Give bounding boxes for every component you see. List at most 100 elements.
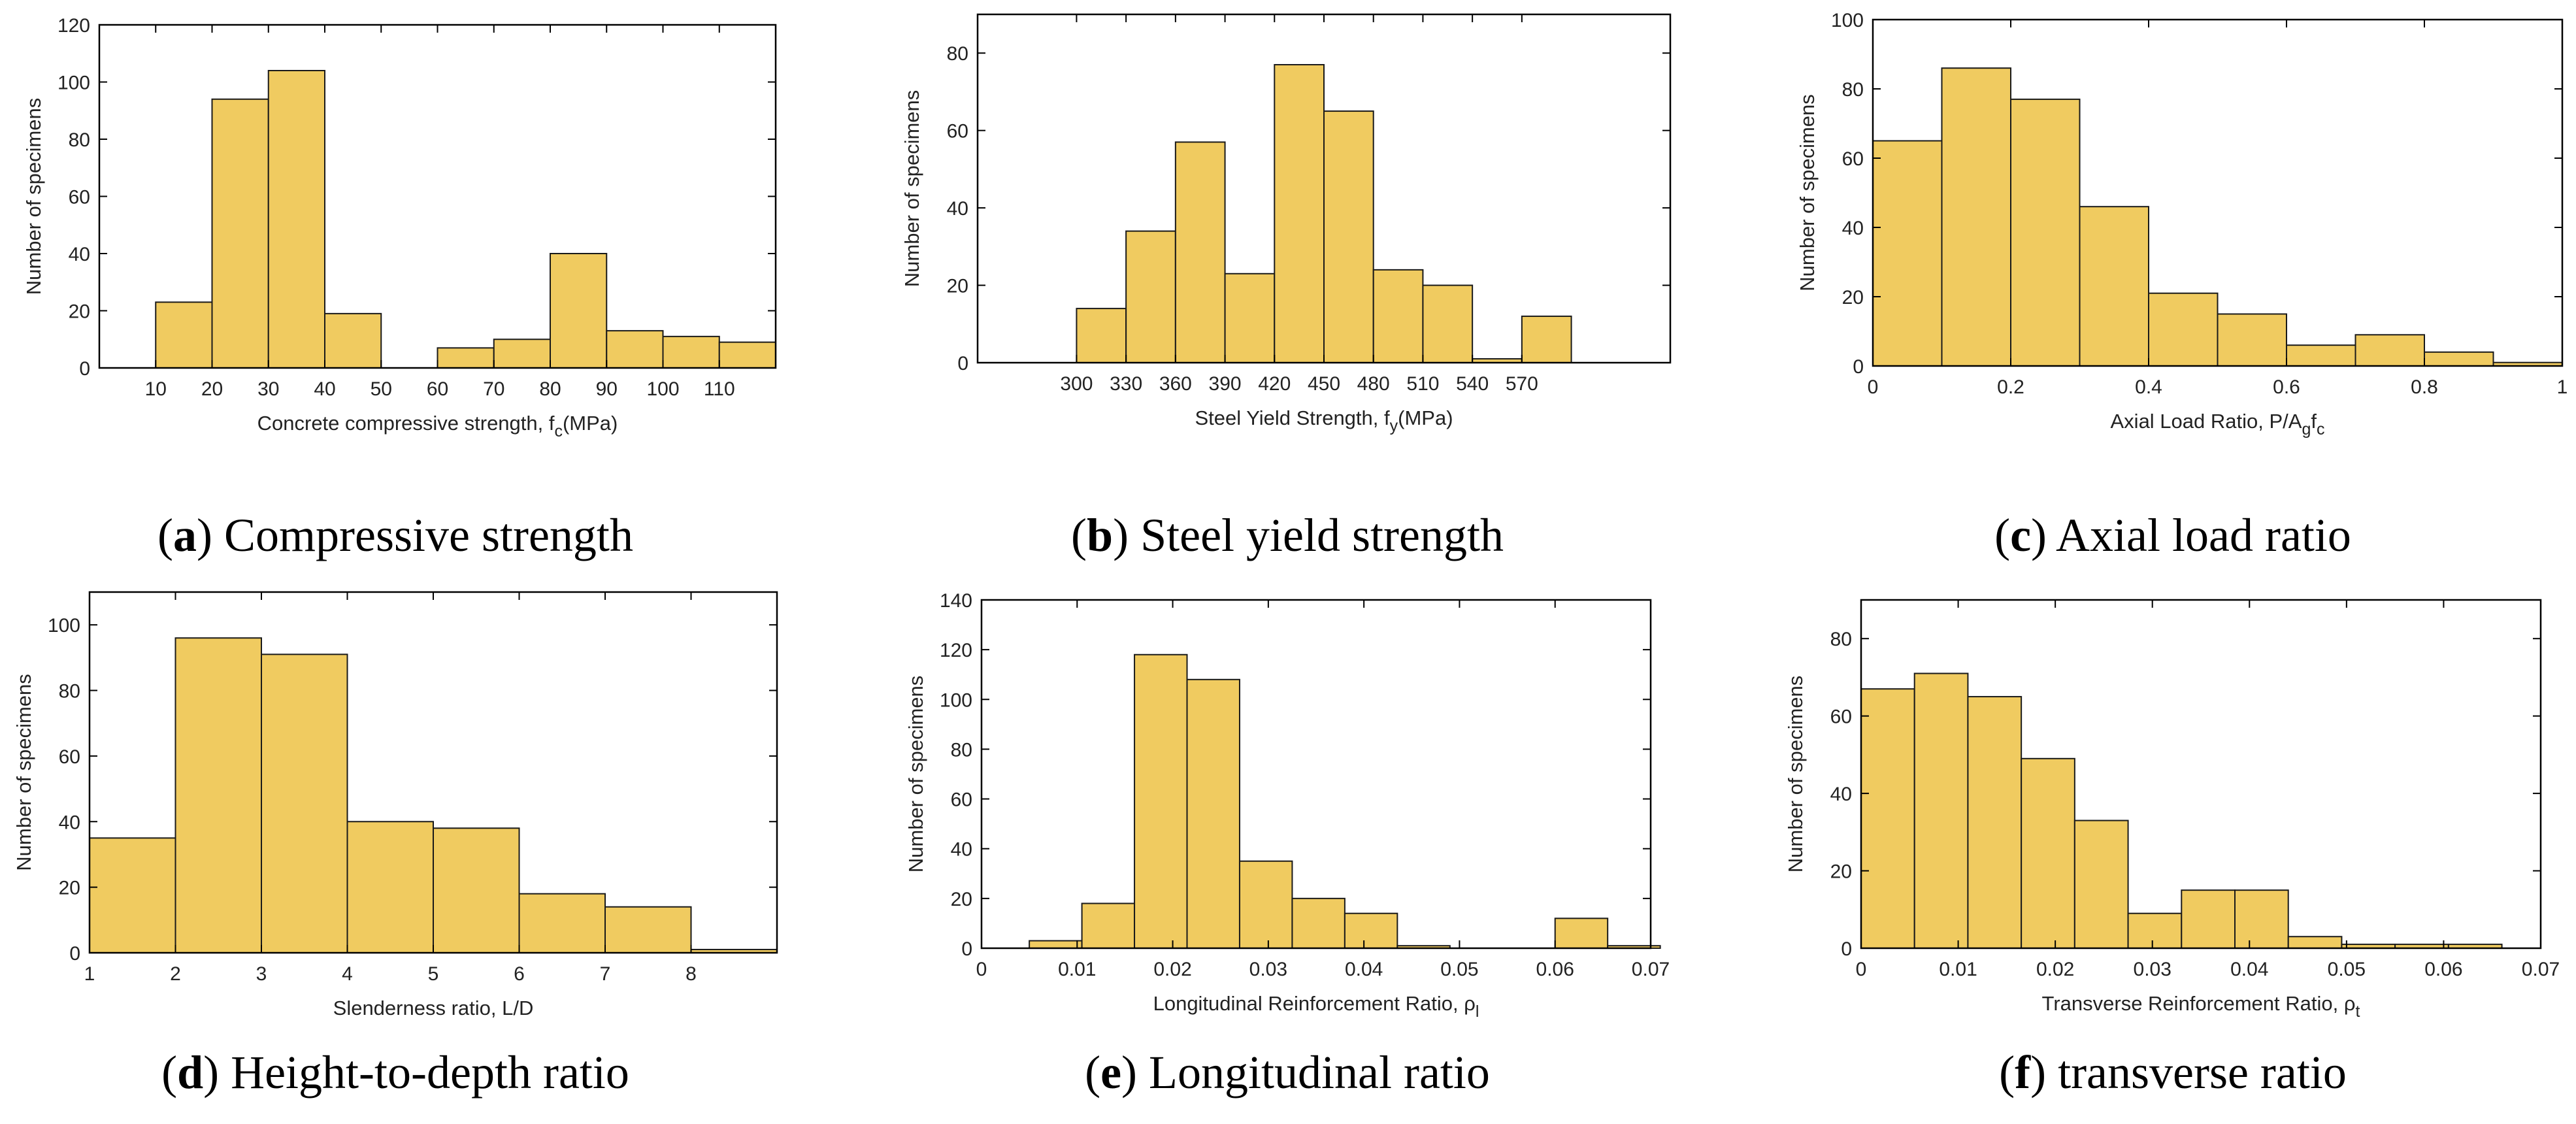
histogram-bar	[2234, 889, 2289, 949]
x-axis-label: Longitudinal Reinforcement Ratio, ρl	[1153, 992, 1479, 1021]
y-axis-label: Number of specimens	[1796, 94, 1819, 291]
x-tick-label: 0.2	[1997, 376, 2024, 398]
histogram-bar	[1134, 653, 1188, 949]
x-tick-label: 50	[371, 378, 392, 400]
histogram-bar	[1372, 269, 1424, 363]
x-axis-label-part: Axial Load Ratio, P/A	[2111, 410, 2302, 433]
y-tick-label: 40	[951, 839, 972, 861]
histogram-bar	[604, 906, 692, 953]
chart-svg: 0 20 40 60 80 0 0.01 0.02 0.03 0.04 0.05 0.06 0.07 Nu…	[1784, 599, 2560, 1021]
caption-e: (e) Longitudinal ratio	[1085, 1046, 1490, 1099]
x-axis-label: Axial Load Ratio, P/Agfc	[2111, 410, 2325, 438]
x-tick-label: 0.01	[1058, 959, 1096, 980]
histogram-bar	[662, 335, 720, 369]
y-tick-label: 20	[69, 301, 90, 323]
x-tick-label: 6	[514, 963, 525, 985]
histogram-bar	[1323, 110, 1374, 364]
x-tick-label: 0.4	[2135, 376, 2162, 398]
histogram-bar	[1941, 67, 2011, 367]
y-tick-label: 60	[59, 746, 80, 768]
x-tick-label: 80	[539, 378, 561, 400]
caption-text: Steel yield strength	[1140, 509, 1504, 561]
histogram-bar	[518, 893, 606, 953]
y-tick-label: 0	[961, 938, 972, 960]
histogram-bar	[261, 653, 348, 953]
histogram-bar	[1291, 897, 1346, 950]
caption-b: (b) Steel yield strength	[1071, 509, 1504, 561]
x-tick-label: 0.04	[2230, 959, 2268, 980]
x-axis-label-part: Transverse Reinforcement Ratio, ρ	[2042, 992, 2356, 1015]
histogram-bar	[433, 827, 520, 953]
x-tick-label: 300	[1060, 373, 1093, 395]
x-tick-label: 3	[256, 963, 267, 985]
y-axis-label: Number of specimens	[900, 90, 923, 288]
histogram-bar	[550, 253, 608, 369]
panel-f: 0 20 40 60 80 0 0.01 0.02 0.03 0.04 0.05 0.06 0.07 Nu…	[1763, 587, 2560, 1040]
y-tick-label: 0	[1841, 938, 1852, 960]
histogram-bar	[2424, 351, 2494, 367]
caption-d: (d) Height-to-depth ratio	[161, 1046, 629, 1099]
y-tick-label: 20	[947, 276, 968, 297]
y-tick-label: 60	[1842, 148, 1864, 170]
histogram-bar	[2148, 292, 2219, 367]
histogram-bar	[89, 837, 176, 954]
chart-svg: 0 20 40 60 80 300 330 360 390 420 450 480 510 540 570 N…	[900, 13, 1672, 435]
x-tick-label: 420	[1258, 373, 1291, 395]
y-tick-label: 0	[79, 358, 90, 380]
histogram-bar	[1174, 141, 1226, 364]
x-tick-label: 330	[1110, 373, 1142, 395]
x-tick-label: 510	[1406, 373, 1439, 395]
histogram-bar	[1913, 672, 1969, 949]
x-axis-label: Transverse Reinforcement Ratio, ρt	[2042, 992, 2360, 1021]
x-tick-label: 100	[646, 378, 679, 400]
histogram-bar	[2010, 98, 2081, 367]
plot-frame	[1872, 18, 2564, 367]
y-tick-label: 20	[951, 889, 972, 910]
x-axis-label-subscript: c	[554, 422, 563, 440]
histogram-bar	[2217, 313, 2287, 367]
y-tick-label: 80	[951, 739, 972, 761]
x-tick-label: 0.02	[1153, 959, 1191, 980]
x-tick-label: 450	[1308, 373, 1340, 395]
y-axis-label: Number of specimens	[904, 676, 927, 873]
y-tick-label: 80	[947, 43, 968, 65]
y-tick-label: 80	[59, 681, 80, 702]
caption-text: Compressive strength	[224, 509, 633, 561]
x-tick-label: 0.01	[1939, 959, 1977, 980]
histogram-bar	[1238, 860, 1293, 949]
y-tick-label: 80	[1842, 79, 1864, 101]
histogram-bar	[1029, 940, 1083, 949]
histogram-bar	[1125, 230, 1176, 363]
x-tick-label: 40	[314, 378, 335, 400]
x-tick-label: 360	[1159, 373, 1192, 395]
histogram-bar	[211, 98, 269, 369]
x-tick-label: 0.03	[1249, 959, 1287, 980]
histogram-bar	[1344, 912, 1398, 950]
caption-letter: c	[2010, 509, 2032, 561]
caption-f: (f) transverse ratio	[1999, 1046, 2347, 1099]
x-axis-label-part: Steel Yield Strength, f	[1195, 406, 1390, 429]
histogram-bar	[493, 339, 551, 369]
x-axis-label-part: f	[2311, 410, 2317, 433]
histogram-bar	[1521, 315, 1572, 363]
x-tick-label: 90	[596, 378, 618, 400]
caption-a: (a) Compressive strength	[157, 509, 633, 561]
panel-b: 0 20 40 60 80 300 330 360 390 420 450 480 510 540 570 N…	[880, 1, 1683, 454]
histogram-bar	[2079, 206, 2149, 367]
x-tick-label: 4	[342, 963, 353, 985]
histogram-bar	[1081, 902, 1136, 950]
chart-svg: 0 20 40 60 80 100 120 10 20 30 40 50 60 70 80 90 100 110 N…	[22, 15, 777, 440]
caption-text: transverse ratio	[2058, 1046, 2347, 1099]
x-axis-label-part: Concrete compressive strength, f	[257, 412, 555, 435]
histogram-bar	[155, 301, 213, 369]
x-axis-label: Slenderness ratio, L/D	[333, 997, 534, 1019]
histogram-bar	[2127, 912, 2183, 950]
y-tick-label: 20	[1830, 861, 1852, 883]
histogram-bar	[1872, 140, 1943, 367]
panel-d: 0 20 40 60 80 100 1 2 3 4 5 6 7 8 Number of specimens S…	[0, 579, 790, 1044]
y-tick-label: 40	[1830, 784, 1852, 805]
y-tick-label: 60	[951, 789, 972, 811]
x-axis-label-part: (MPa)	[1398, 406, 1453, 429]
y-tick-label: 40	[947, 198, 968, 220]
